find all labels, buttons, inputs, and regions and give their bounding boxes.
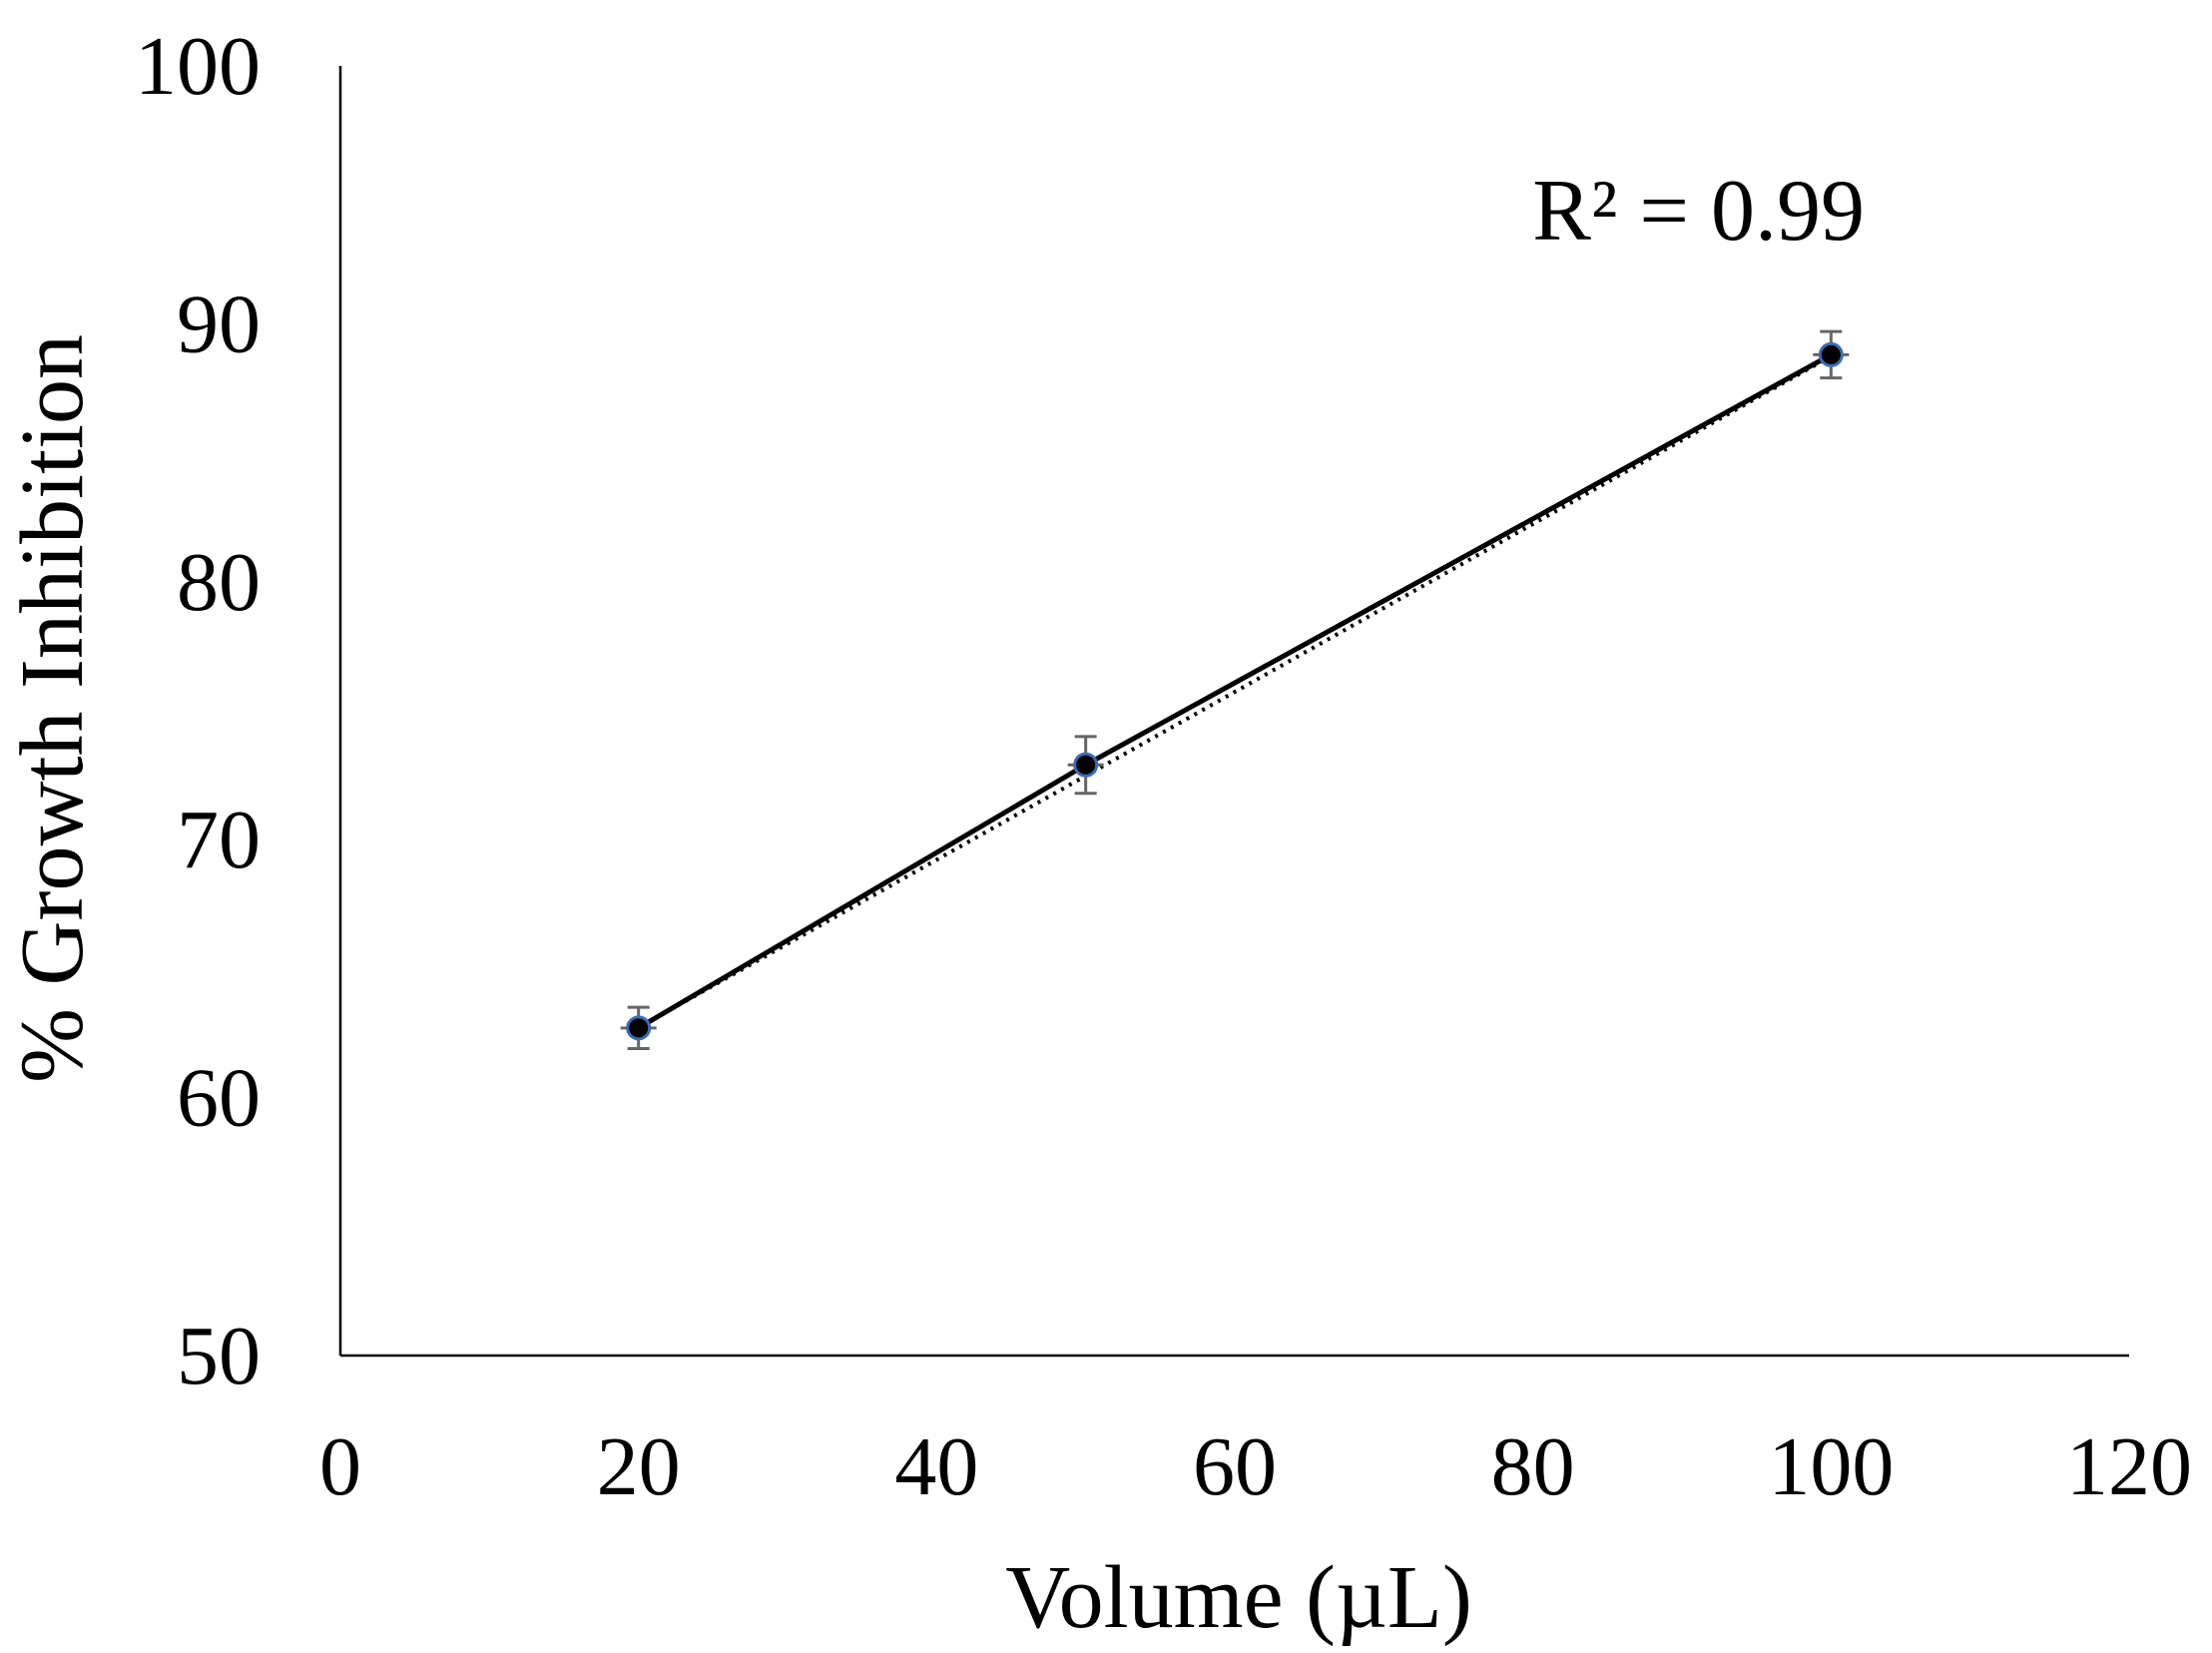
y-axis-title: % Growth Inhibition <box>3 334 102 1083</box>
x-tick-label-80: 80 <box>1491 1420 1575 1513</box>
x-tick-labels: 0 20 40 60 80 100 120 <box>319 1420 2192 1513</box>
y-tick-label-100: 100 <box>135 20 261 113</box>
y-tick-labels: 50 60 70 80 90 100 <box>135 20 261 1402</box>
y-tick-label-90: 90 <box>177 277 261 370</box>
x-tick-label-20: 20 <box>597 1420 681 1513</box>
x-tick-label-0: 0 <box>319 1420 361 1513</box>
data-points <box>626 341 1844 1041</box>
x-tick-label-120: 120 <box>2066 1420 2192 1513</box>
axes <box>338 66 2129 1358</box>
y-tick-label-80: 80 <box>177 536 261 629</box>
x-tick-label-100: 100 <box>1768 1420 1894 1513</box>
x-tick-label-40: 40 <box>894 1420 978 1513</box>
data-point-20 <box>626 1015 652 1041</box>
x-tick-label-60: 60 <box>1193 1420 1277 1513</box>
x-axis-title: Volume (µL) <box>1005 1548 1472 1647</box>
data-point-50 <box>1073 752 1099 778</box>
y-tick-label-70: 70 <box>177 794 261 886</box>
y-tick-label-50: 50 <box>177 1310 261 1402</box>
series-lines <box>637 352 1833 1030</box>
linear-trendline <box>637 354 1833 1030</box>
data-point-100 <box>1818 341 1844 367</box>
r-squared-annotation: R² = 0.99 <box>1532 163 1865 260</box>
y-tick-label-60: 60 <box>177 1052 261 1145</box>
